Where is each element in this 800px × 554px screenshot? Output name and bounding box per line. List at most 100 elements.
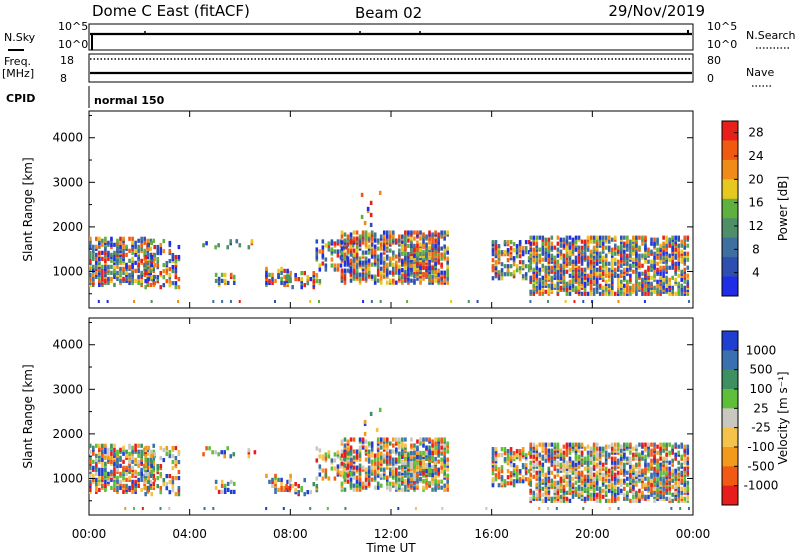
echo-cell [159, 486, 163, 491]
echo-cell [110, 252, 113, 257]
colorbar-swatch [722, 140, 738, 161]
echo-cell [659, 255, 662, 260]
echo-cell [604, 261, 608, 266]
echo-cell [397, 507, 400, 510]
echo-cell [340, 234, 344, 239]
echo-cell [379, 256, 383, 261]
echo-cell [544, 458, 548, 463]
echo-cell [589, 446, 593, 451]
echo-cell [497, 467, 501, 472]
echo-cell [623, 468, 626, 473]
echo-cell [586, 273, 590, 278]
echo-cell [644, 458, 647, 463]
echo-cell [92, 445, 95, 450]
echo-cell [349, 258, 353, 263]
echo-cell [437, 437, 440, 442]
echo-cell [644, 269, 647, 274]
echo-cell [422, 232, 425, 237]
echo-cell [437, 479, 440, 484]
echo-cell [370, 248, 374, 253]
echo-cell [580, 291, 584, 296]
echo-cell [398, 477, 401, 482]
echo-cell [343, 443, 347, 448]
echo-cell [541, 498, 545, 503]
echo-cell [375, 427, 379, 433]
echo-cell [340, 240, 344, 245]
echo-cell [306, 490, 310, 495]
echo-cell [395, 260, 398, 265]
echo-cell [150, 463, 154, 469]
echo-cell [583, 267, 587, 272]
echo-cell [604, 484, 608, 489]
echo-cell [147, 445, 150, 451]
echo-cell [535, 241, 539, 246]
echo-cell [662, 448, 665, 453]
echo-cell [388, 441, 392, 446]
echo-cell [358, 453, 362, 458]
echo-cell [677, 243, 680, 248]
echo-cell [635, 490, 638, 495]
echo-cell [370, 459, 374, 464]
echo-cell [388, 471, 392, 476]
echo-cell [367, 449, 371, 454]
echo-cell [674, 261, 677, 266]
echo-cell [385, 437, 389, 442]
echo-cell [428, 251, 431, 257]
echo-cell [680, 291, 684, 296]
echo-cell [521, 479, 525, 484]
echo-cell [119, 240, 122, 245]
echo-cell [656, 450, 659, 455]
echo-cell [355, 479, 359, 484]
echo-cell [550, 275, 554, 280]
echo-cell [140, 443, 143, 448]
echo-cell [349, 471, 353, 476]
echo-cell [665, 265, 668, 270]
echo-cell [665, 287, 668, 292]
echo-cell [410, 278, 413, 283]
echo-cell [168, 283, 172, 288]
echo-cell [638, 285, 641, 290]
echo-cell [535, 265, 539, 270]
echo-cell [125, 270, 128, 275]
echo-cell [647, 265, 650, 270]
echo-cell [638, 271, 641, 276]
echo-cell [668, 450, 671, 455]
echo-cell [395, 266, 398, 271]
echo-cell [434, 466, 437, 472]
echo-cell [291, 484, 294, 489]
echo-cell [662, 486, 665, 491]
echo-cell [446, 260, 449, 265]
echo-cell [330, 458, 334, 463]
echo-cell [512, 270, 516, 275]
echo-cell [125, 483, 128, 489]
echo-cell [428, 260, 431, 265]
echo-cell [101, 264, 104, 269]
echo-cell [349, 457, 353, 462]
echo-cell [410, 249, 413, 255]
echo-cell [598, 291, 602, 296]
echo-cell [131, 449, 134, 454]
echo-cell [168, 480, 172, 485]
echo-cell [422, 261, 425, 267]
colorbar-tick-label: 25 [753, 401, 768, 415]
echo-cell [174, 258, 178, 264]
echo-cell [635, 462, 638, 467]
echo-cell [150, 254, 154, 260]
echo-cell [512, 451, 516, 456]
echo-cell [168, 273, 172, 278]
echo-cell [395, 457, 398, 462]
echo-cell [330, 263, 334, 268]
echo-cell [574, 462, 578, 467]
echo-cell [385, 475, 389, 480]
echo-cell [125, 252, 128, 257]
echo-cell [378, 190, 382, 195]
echo-cell [532, 247, 536, 252]
echo-cell [265, 272, 268, 277]
echo-cell [326, 507, 329, 510]
echo-cell [162, 478, 166, 483]
echo-cell [535, 273, 539, 278]
echo-cell [131, 455, 134, 460]
echo-cell [568, 291, 572, 296]
echo-cell [107, 276, 110, 282]
echo-cell [419, 454, 422, 460]
